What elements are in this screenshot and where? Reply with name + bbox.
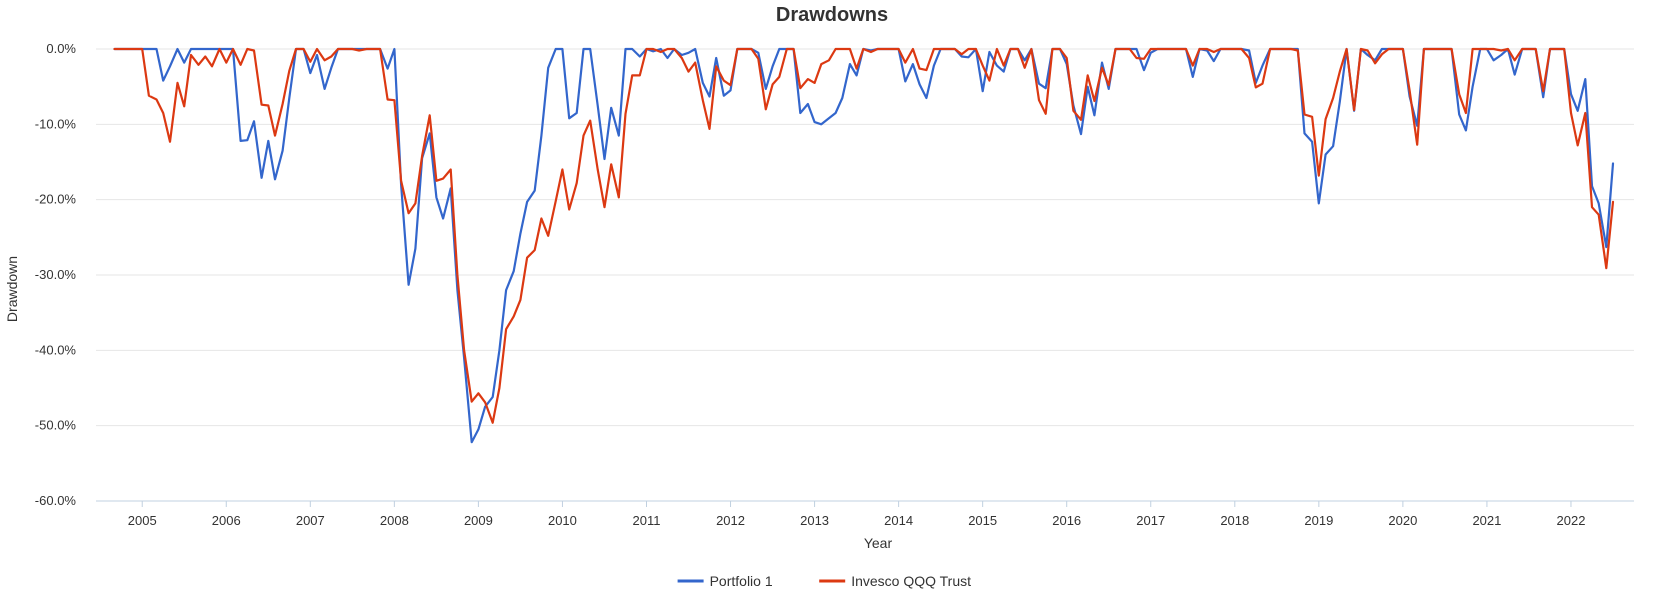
y-tick-label: -60.0% (35, 493, 77, 508)
x-tick-label: 2017 (1136, 513, 1165, 528)
x-tick-label: 2007 (296, 513, 325, 528)
y-tick-label: -50.0% (35, 418, 77, 433)
legend-label: Portfolio 1 (710, 573, 773, 589)
x-tick-label: 2022 (1557, 513, 1586, 528)
series-line-invesco-qqq-trust (113, 47, 1615, 424)
y-tick-label: -20.0% (35, 192, 77, 207)
x-tick-label: 2011 (633, 513, 661, 528)
x-tick-label: 2008 (380, 513, 409, 528)
x-tick-label: 2021 (1472, 513, 1501, 528)
legend-label: Invesco QQQ Trust (851, 573, 971, 589)
x-tick-label: 2018 (1220, 513, 1249, 528)
legend-item-invesco-qqq-trust[interactable]: Invesco QQQ Trust (819, 573, 971, 589)
x-tick-label: 2012 (716, 513, 745, 528)
y-tick-label: 0.0% (46, 41, 76, 56)
chart-title: Drawdowns (776, 4, 888, 26)
x-tick-label: 2009 (464, 513, 493, 528)
x-tick-label: 2006 (212, 513, 241, 528)
grid-layer (96, 48, 1634, 502)
y-tick-label: -40.0% (35, 342, 77, 357)
x-tick-label: 2015 (968, 513, 997, 528)
y-tick-label: -30.0% (35, 267, 77, 282)
legend: Portfolio 1 Invesco QQQ Trust (677, 573, 971, 589)
x-tick-label: 2016 (1052, 513, 1081, 528)
x-tick-label: 2020 (1388, 513, 1417, 528)
axis-layer: 0.0% -10.0% -20.0% -30.0% -40.0% -50.0% -60.0%… (35, 41, 1586, 528)
x-tick-label: 2019 (1304, 513, 1333, 528)
x-axis-title: Year (864, 535, 893, 551)
x-tick-label: 2013 (800, 513, 829, 528)
x-tick-label: 2005 (128, 513, 157, 528)
series-layer (113, 47, 1615, 444)
y-axis-title: Drawdown (4, 256, 20, 322)
y-tick-label: -10.0% (35, 116, 77, 131)
legend-item-portfolio-1[interactable]: Portfolio 1 (677, 573, 773, 589)
x-tick-label: 2014 (884, 513, 913, 528)
x-tick-label: 2010 (548, 513, 577, 528)
